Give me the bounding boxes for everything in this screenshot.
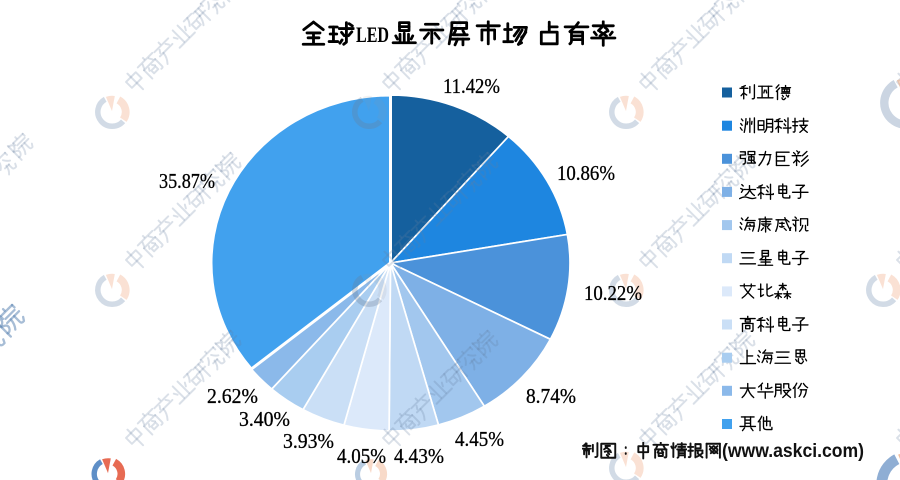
svg-text:4.05%: 4.05% bbox=[337, 444, 386, 468]
svg-text:35.87%: 35.87% bbox=[159, 169, 215, 193]
svg-text:10.86%: 10.86% bbox=[557, 161, 615, 185]
svg-text:3.93%: 3.93% bbox=[283, 429, 334, 453]
svg-text:(www.askci.com): (www.askci.com) bbox=[722, 441, 864, 462]
svg-text:10.22%: 10.22% bbox=[584, 281, 642, 305]
svg-text:2.62%: 2.62% bbox=[207, 384, 258, 408]
svg-text:4.45%: 4.45% bbox=[455, 427, 504, 451]
svg-text:8.74%: 8.74% bbox=[526, 384, 576, 408]
svg-text:4.43%: 4.43% bbox=[394, 444, 444, 468]
svg-text:11.42%: 11.42% bbox=[443, 74, 500, 98]
svg-text:3.40%: 3.40% bbox=[239, 407, 290, 431]
svg-text:LED: LED bbox=[356, 22, 389, 47]
